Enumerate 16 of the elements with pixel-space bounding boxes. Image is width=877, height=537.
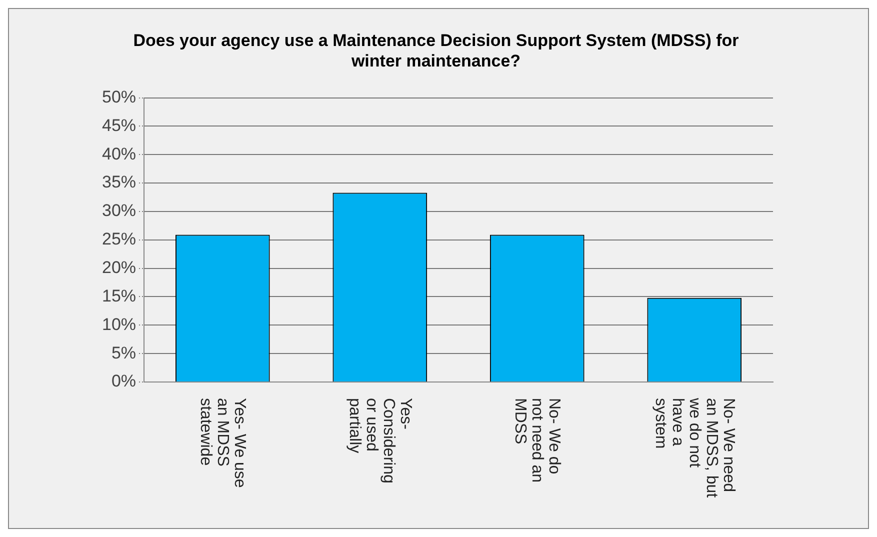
y-tick-label: 45%	[102, 116, 136, 135]
y-tick-label: 5%	[111, 343, 136, 362]
y-tick-label: 0%	[111, 372, 136, 391]
y-tick-label: 25%	[102, 230, 136, 249]
y-tick-label: 50%	[102, 87, 136, 106]
chart-title: Does your agency use a Maintenance Decision Support System (MDSS) for winter maintenance?	[133, 30, 740, 70]
y-tick-label: 35%	[102, 172, 136, 192]
y-tick-label: 30%	[102, 201, 136, 220]
y-tick-label: 40%	[102, 144, 136, 164]
y-tick-label: 10%	[102, 314, 136, 334]
y-tick-label: 20%	[102, 258, 136, 278]
x-tick-label: Yes- Considering or used partially	[346, 398, 414, 484]
x-tick-label: No- We do not need an MDSS	[512, 398, 563, 483]
y-tick-label: 15%	[102, 286, 136, 306]
x-tick-label: Yes- We use an MDSS statewide	[197, 398, 248, 488]
x-tick-label: No- We need an MDSS, but we do not have a system	[652, 397, 737, 498]
